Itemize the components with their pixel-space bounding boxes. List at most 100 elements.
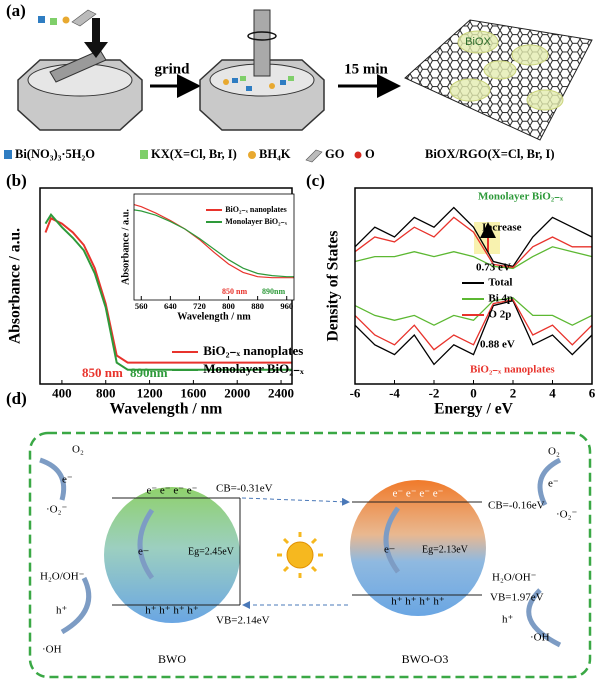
x-tick-label: 2400 <box>268 385 294 400</box>
data-line <box>133 209 294 278</box>
x-tick-label: 640 <box>164 301 177 311</box>
x-tick-label: 1600 <box>180 385 206 400</box>
plot-frame <box>133 193 295 301</box>
inner-label: e− <box>138 546 149 558</box>
panel-label: (a) <box>6 1 26 20</box>
data-line <box>354 298 593 351</box>
data-line <box>44 216 292 364</box>
panel-d-text: O₂ e⁻ ·O₂⁻ H₂O/OH⁻ h⁺ ·OH O₂ e⁻ ·O₂⁻ H₂O… <box>40 444 577 666</box>
data-line <box>133 204 294 279</box>
annotation: 850 nm <box>222 287 247 296</box>
x-tick-label: 1200 <box>137 385 163 400</box>
x-tick-label: -2 <box>429 385 440 400</box>
legend-icons <box>4 149 362 163</box>
legend-a: Bi(NO₃)₃·5H₂O KX(X=Cl, Br, I) BH₄K GO O … <box>15 147 555 161</box>
semiconductor-sphere <box>104 487 240 623</box>
x-tick-label: -4 <box>389 385 400 400</box>
data-line <box>354 297 593 326</box>
legend-text: Monolayer BiO₂₋ₓ <box>225 217 288 226</box>
data-line <box>354 246 593 270</box>
species: ·O₂⁻ <box>556 509 577 521</box>
electrons: e⁻ e⁻ e⁻ e⁻ <box>392 488 443 500</box>
legend-text: BH₄K <box>259 147 291 161</box>
legend-text: GO <box>325 147 345 161</box>
mortar-2 <box>199 9 325 131</box>
holes: h⁺ h⁺ h⁺ h⁺ <box>391 596 445 608</box>
legend-text: Monolayer BiO₂₋ₓ <box>203 361 304 376</box>
species: e⁻ <box>548 478 559 490</box>
annotation: 890nm <box>262 287 285 296</box>
vb-label: VB=1.97eV <box>490 592 544 604</box>
x-axis-label: Wavelength / nm <box>110 401 223 418</box>
annotation: 0.88 eV <box>480 339 515 351</box>
panel-label: (d) <box>6 389 27 408</box>
product-label: BiOX <box>465 36 491 48</box>
species: H₂O/OH⁻ <box>40 571 85 583</box>
x-tick-label: 800 <box>222 301 235 311</box>
legend-text: Bi 4p <box>488 293 513 305</box>
x-tick-label: 960 <box>280 301 293 311</box>
vb-label: VB=2.14eV <box>216 615 270 627</box>
species: h⁺ <box>502 614 514 626</box>
annotation: 890nm <box>130 365 168 380</box>
species: O₂ <box>548 446 560 458</box>
species: O₂ <box>72 444 84 456</box>
y-axis-label: Density of States <box>325 231 342 342</box>
data-line <box>354 299 593 366</box>
curved-arrows <box>39 457 562 648</box>
legend-text: BiOX/RGO(X=Cl, Br, I) <box>425 147 555 161</box>
x-tick-label: 560 <box>135 301 148 311</box>
annotation: BiO₂₋ₓ nanoplates <box>470 364 555 376</box>
x-axis-label: Energy / eV <box>434 401 514 418</box>
x-tick-label: 4 <box>549 385 556 400</box>
material-name: BWO <box>158 652 186 666</box>
annotation: 0.73 eV <box>476 262 511 274</box>
legend-text: O 2p <box>488 309 511 321</box>
graphene-sheet <box>404 19 593 141</box>
legend-text: Total <box>488 277 512 289</box>
species: ·OH <box>530 632 550 644</box>
transfer-arrows <box>241 497 350 609</box>
x-tick-label: 400 <box>52 385 72 400</box>
species: ·OH <box>42 644 62 656</box>
legend-text: Bi(NO₃)₃·5H₂O <box>15 147 95 161</box>
data-line <box>354 206 593 268</box>
species: h⁺ <box>56 605 68 617</box>
legend-text: BiO₂₋ₓ nanoplates <box>203 343 303 358</box>
panel-label: (b) <box>6 171 27 190</box>
x-tick-label: 2000 <box>224 385 250 400</box>
inner-label: e− <box>384 544 395 556</box>
cb-label: CB=-0.31eV <box>216 483 273 495</box>
annotation: Increase <box>482 222 522 234</box>
y-axis-label: Absorbance / a.u. <box>7 228 24 344</box>
y-axis-label: Absorbance / a.u. <box>120 209 131 285</box>
cb-label: CB=-0.16eV <box>488 500 545 512</box>
x-tick-label: 800 <box>96 385 116 400</box>
legend-text: O <box>365 147 375 161</box>
sun <box>277 532 323 578</box>
x-axis-label: Wavelength / nm <box>177 311 251 322</box>
material-name: BWO-O3 <box>402 652 449 666</box>
data-line <box>354 216 592 269</box>
dashed-frame <box>28 431 592 679</box>
x-tick-label: 2 <box>510 385 517 400</box>
annotation: 850 nm <box>82 365 123 380</box>
eg-label: Eg=2.45eV <box>188 546 235 557</box>
species: e⁻ <box>62 474 73 486</box>
x-tick-label: 880 <box>251 301 264 311</box>
species: ·O₂⁻ <box>46 504 67 516</box>
electrons: e⁻ e⁻ e⁻ e⁻ <box>146 485 197 497</box>
plot-area <box>134 194 294 300</box>
mortar-1 <box>17 9 143 131</box>
legend-text: KX(X=Cl, Br, I) <box>151 147 237 161</box>
panel-label: (c) <box>306 171 325 190</box>
x-tick-label: 720 <box>193 301 206 311</box>
semiconductor-sphere <box>350 480 486 616</box>
species: H₂O/OH⁻ <box>492 572 537 584</box>
x-tick-label: 0 <box>470 385 477 400</box>
band-edges <box>112 497 482 606</box>
eg-label: Eg=2.13eV <box>422 544 469 555</box>
legend-text: BiO₂₋ₓ nanoplates <box>225 205 287 214</box>
step-label: 15 min <box>344 61 388 77</box>
